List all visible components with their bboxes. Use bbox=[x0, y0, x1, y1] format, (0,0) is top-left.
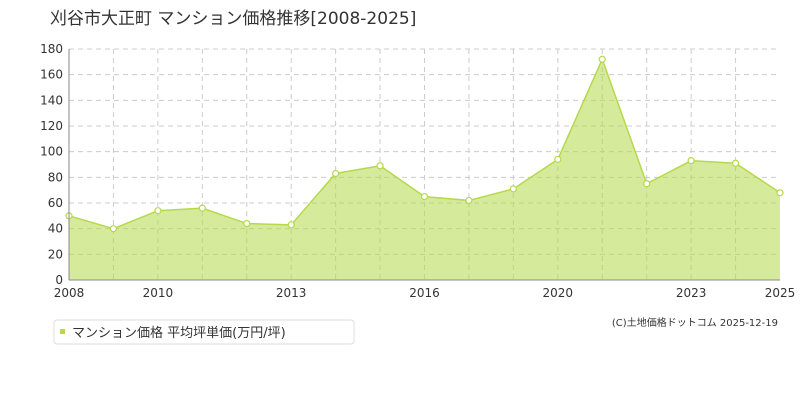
point bbox=[731, 159, 740, 167]
y-tick-label: 20 bbox=[48, 247, 63, 261]
point bbox=[554, 155, 562, 163]
credit: (C)土地価格ドットコム 2025-12-19 bbox=[612, 316, 778, 329]
y-tick-label: 80 bbox=[48, 170, 63, 184]
point bbox=[287, 221, 295, 229]
point bbox=[332, 169, 340, 178]
point bbox=[598, 55, 606, 63]
point bbox=[154, 207, 162, 215]
point bbox=[198, 204, 206, 212]
x-tick-label: 2016 bbox=[409, 286, 440, 300]
x-tick-label: 2025 bbox=[765, 286, 796, 300]
x-tick-label: 2008 bbox=[54, 286, 85, 300]
point bbox=[109, 225, 118, 233]
y-tick-label: 180 bbox=[40, 42, 63, 56]
point bbox=[643, 180, 651, 188]
x-tick-label: 2013 bbox=[276, 286, 307, 300]
y-tick-label: 60 bbox=[48, 196, 63, 210]
point bbox=[509, 185, 517, 193]
legend-label: マンション価格 平均坪単価(万円/坪) bbox=[72, 325, 286, 341]
x-tick-label: 2020 bbox=[543, 286, 574, 300]
point bbox=[376, 162, 384, 170]
y-tick-label: 140 bbox=[40, 93, 63, 107]
chart-title: 刈谷市大正町 マンション価格推移[2008-2025] bbox=[50, 9, 416, 29]
point bbox=[776, 189, 784, 197]
point bbox=[687, 157, 695, 165]
point bbox=[465, 196, 473, 205]
point bbox=[243, 219, 251, 228]
legend-swatch bbox=[60, 329, 65, 334]
x-tick-label: 2023 bbox=[676, 286, 707, 300]
y-tick-label: 120 bbox=[40, 119, 63, 133]
point bbox=[420, 192, 429, 201]
x-tick-label: 2010 bbox=[143, 286, 174, 300]
legend-box bbox=[53, 319, 355, 345]
y-tick-label: 100 bbox=[40, 145, 63, 159]
y-tick-label: 0 bbox=[55, 273, 63, 287]
y-tick-label: 40 bbox=[48, 222, 63, 236]
y-tick-label: 160 bbox=[40, 68, 63, 82]
